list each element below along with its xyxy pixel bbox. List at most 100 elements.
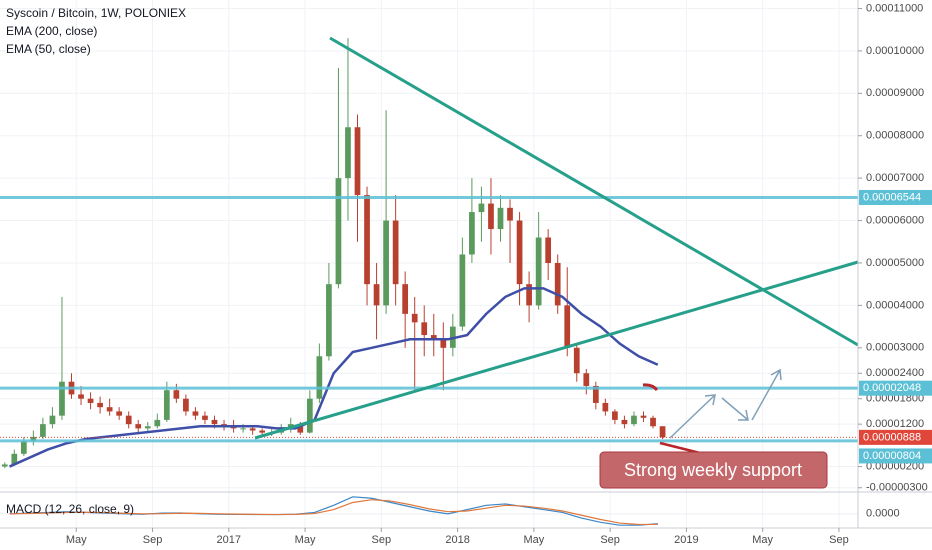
candle-body — [40, 424, 46, 437]
x-tick-label: Sep — [829, 534, 849, 546]
candle-body — [144, 426, 151, 429]
candle-body — [459, 254, 466, 327]
candle-body — [659, 426, 666, 438]
candle-body — [106, 407, 113, 412]
candle-body — [573, 347, 580, 374]
candle-body — [49, 415, 56, 425]
legend-entry: EMA (50, close) — [6, 42, 91, 56]
candle-body — [373, 284, 380, 306]
candle-body — [621, 419, 628, 425]
candle-body — [20, 441, 27, 454]
candle-body — [192, 411, 199, 416]
annotation-box — [599, 451, 828, 489]
y-tick-label: 0.0000 — [866, 508, 900, 520]
candle-body — [440, 339, 447, 348]
candle-body — [306, 398, 313, 433]
y-tick-label: 0.00010000 — [866, 45, 924, 57]
candle-body — [154, 419, 161, 427]
candle-body — [316, 356, 323, 399]
macd-title: MACD (12, 26, close, 9) — [6, 502, 134, 516]
y-tick-label: 0.00005000 — [866, 257, 924, 269]
candle-body — [364, 195, 370, 285]
price-label: 0.00000888 — [863, 431, 921, 443]
price-label-box — [859, 429, 932, 445]
candle-body — [526, 284, 532, 306]
candle-body — [125, 415, 132, 425]
candle-body — [1, 464, 8, 467]
candle-body — [135, 424, 142, 429]
candle-body — [478, 203, 485, 213]
x-tick-label: May — [523, 534, 544, 546]
candle-body — [402, 284, 409, 314]
x-tick-label: Sep — [372, 534, 392, 546]
candle-body — [345, 127, 351, 179]
price-label-box — [859, 189, 932, 205]
x-tick-label: 2017 — [217, 534, 241, 546]
candle-body — [383, 220, 389, 306]
candle-body — [259, 430, 266, 433]
y-tick-label: 0.00011000 — [866, 2, 923, 14]
y-tick-label: 0.00009000 — [866, 87, 924, 99]
x-tick-label: Sep — [600, 534, 620, 546]
candle-body — [583, 373, 590, 386]
candle-body — [488, 203, 494, 230]
annotation: Strong weekly support — [624, 460, 802, 480]
y-tick-label: 0.00007000 — [866, 172, 924, 184]
y-tick-label: 0.00008000 — [866, 130, 924, 142]
candle-body — [78, 394, 84, 399]
macd-line — [9, 499, 658, 526]
candle-body — [326, 284, 332, 357]
price-label-box — [859, 380, 932, 396]
candle-body — [469, 212, 475, 255]
candle-body — [650, 417, 656, 427]
x-tick-label: May — [295, 534, 316, 546]
candle-body — [335, 178, 342, 285]
candle-body — [354, 127, 361, 196]
candle-body — [163, 390, 170, 420]
x-tick-label: 2018 — [445, 534, 469, 546]
price-label-box — [859, 448, 932, 464]
candle-body — [497, 207, 504, 230]
y-tick-label: 0.00000200 — [866, 460, 924, 472]
y-tick-label: 0.00006000 — [866, 214, 924, 226]
candle-body — [421, 322, 428, 336]
x-tick-label: May — [66, 534, 87, 546]
candle-body — [430, 335, 437, 340]
x-tick-label: May — [752, 534, 773, 546]
candle-body — [535, 237, 542, 306]
candle-body — [211, 419, 218, 425]
drawing — [642, 383, 659, 392]
candle-body — [602, 402, 609, 412]
candle-body — [612, 411, 618, 420]
candle-body — [173, 390, 180, 399]
candle-body — [564, 305, 571, 348]
plot — [0, 38, 858, 526]
x-tick-label: 2019 — [674, 534, 698, 546]
y-tick-label: 0.00001200 — [866, 418, 924, 430]
y-tick-label: 0.00004000 — [866, 299, 924, 311]
candle-body — [249, 428, 256, 431]
candle-body — [116, 411, 123, 416]
trend-line — [254, 260, 859, 440]
candle-body — [240, 428, 246, 430]
candle-body — [30, 436, 37, 442]
candle-body — [59, 381, 65, 416]
chart-title: Syscoin / Bitcoin, 1W, POLONIEX — [6, 6, 186, 20]
candle-body — [640, 415, 647, 418]
arrows — [669, 368, 782, 439]
candle-body — [87, 398, 94, 403]
candle-body — [392, 220, 399, 285]
candle-body — [297, 424, 304, 433]
candle-body — [411, 313, 418, 323]
candle-body — [545, 237, 552, 263]
candle-body — [631, 415, 637, 425]
candle-body — [202, 415, 208, 420]
candle-body — [507, 207, 513, 221]
candle-body — [183, 398, 189, 412]
y-tick-label: 0.00003000 — [866, 342, 924, 354]
x-tick-label: Sep — [143, 534, 163, 546]
price-label: 0.00006544 — [863, 191, 921, 203]
candle-body — [11, 453, 18, 465]
y-tick-label: 0.00002400 — [866, 367, 924, 379]
